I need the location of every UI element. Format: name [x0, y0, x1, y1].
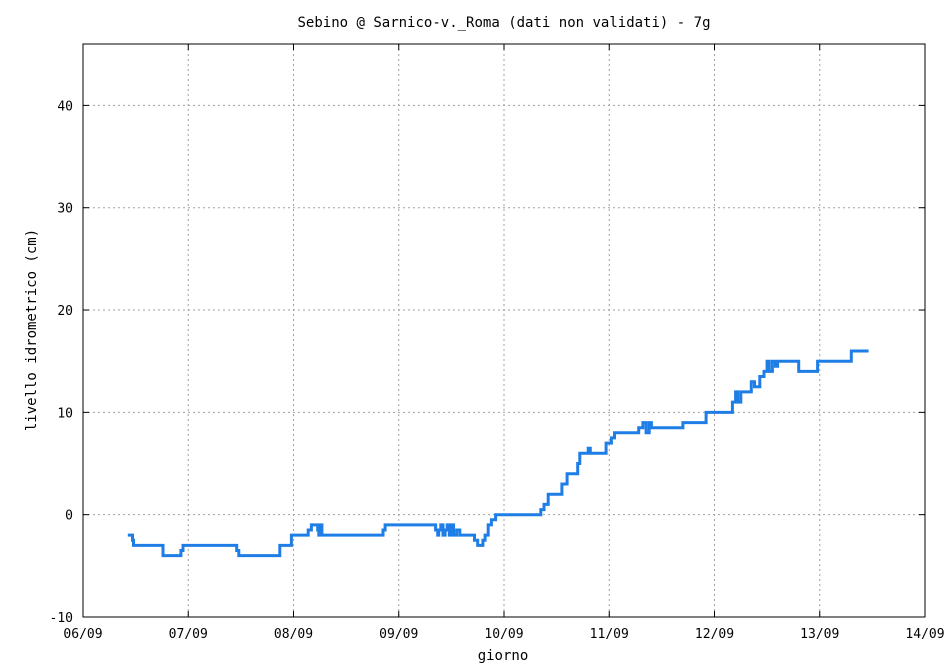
y-axis-tick-labels: -10 0 10 20 30 40 — [50, 99, 73, 626]
y-axis-label: livello idrometrico (cm) — [24, 229, 40, 431]
y-tick-label: 20 — [57, 304, 73, 319]
chart-title: Sebino @ Sarnico-v._Roma (dati non valid… — [297, 15, 710, 31]
x-tick-label: 11/09 — [590, 627, 629, 642]
y-tick-label: 0 — [65, 509, 73, 524]
x-tick-label: 07/09 — [169, 627, 208, 642]
grid — [83, 44, 925, 617]
x-tick-label: 09/09 — [379, 627, 418, 642]
axis-ticks — [82, 44, 926, 618]
series-line — [127, 349, 869, 558]
y-tick-label: 30 — [57, 202, 73, 217]
x-axis-label: giorno — [478, 648, 529, 664]
y-tick-label: 10 — [57, 406, 73, 421]
x-tick-label: 14/09 — [905, 627, 944, 642]
y-tick-label: 40 — [57, 99, 73, 114]
x-axis-tick-labels: 06/09 07/09 08/09 09/09 10/09 11/09 12/09 13/09… — [63, 627, 944, 642]
x-tick-label: 12/09 — [695, 627, 734, 642]
y-tick-label: -10 — [50, 611, 73, 626]
x-tick-label: 10/09 — [484, 627, 523, 642]
x-tick-label: 08/09 — [274, 627, 313, 642]
x-tick-label: 06/09 — [63, 627, 102, 642]
x-tick-label: 13/09 — [800, 627, 839, 642]
